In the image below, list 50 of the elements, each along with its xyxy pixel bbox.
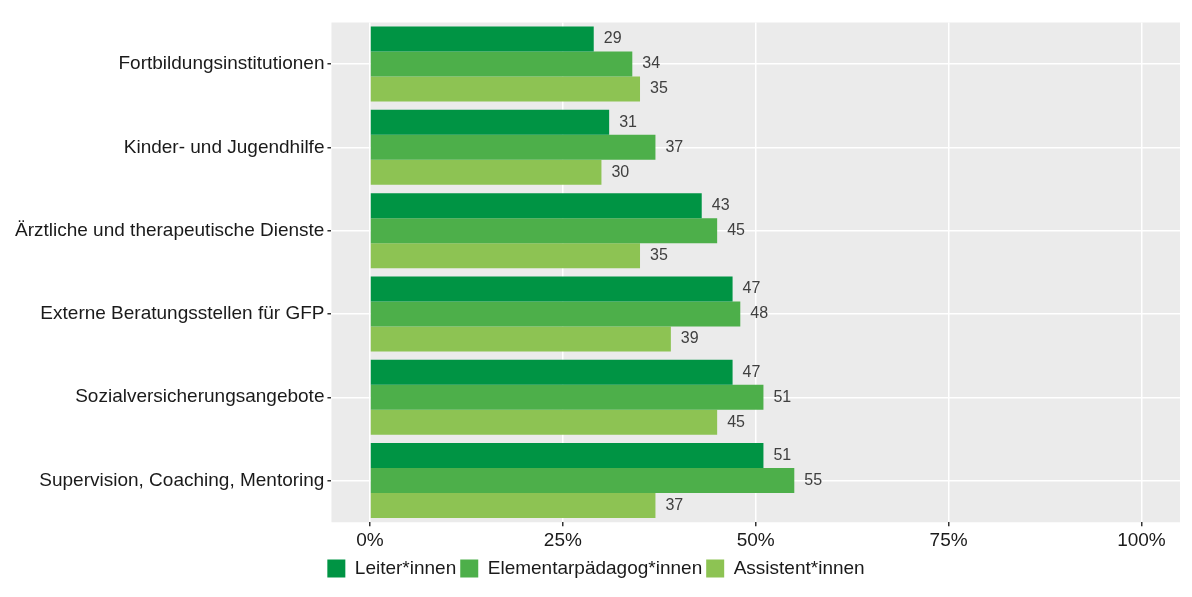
- x-tick-label: 100%: [1117, 528, 1166, 550]
- bar: [370, 134, 656, 160]
- data-label: 34: [642, 54, 661, 72]
- data-label: 45: [727, 221, 746, 239]
- data-label: 35: [650, 79, 668, 97]
- x-tick-label: 0%: [356, 528, 384, 550]
- bar: [370, 26, 594, 52]
- bar: [370, 276, 733, 302]
- bar: [370, 326, 671, 352]
- bar: [370, 193, 702, 219]
- bar: [370, 218, 718, 244]
- bar: [370, 243, 641, 269]
- data-label: 48: [750, 304, 769, 322]
- data-label: 51: [773, 387, 792, 405]
- bar: [370, 109, 610, 135]
- data-label: 43: [711, 196, 730, 214]
- data-label: 47: [742, 362, 761, 380]
- data-label: 55: [804, 470, 823, 488]
- bar: [370, 76, 641, 102]
- legend-label: Leiter*innen: [354, 556, 457, 578]
- bar: [370, 468, 795, 494]
- data-label: 37: [665, 495, 684, 513]
- y-tick-label: Fortbildungsinstitutionen: [118, 52, 325, 74]
- y-tick-label: Kinder- und Jugendhilfe: [123, 135, 325, 157]
- legend-label: Assistent*innen: [733, 556, 865, 578]
- bar: [370, 493, 656, 519]
- data-label: 37: [665, 137, 684, 155]
- x-tick-label: 50%: [736, 528, 775, 550]
- bar: [370, 51, 633, 77]
- bar: [370, 301, 741, 327]
- data-label: 35: [650, 246, 668, 264]
- x-tick-label: 75%: [929, 528, 968, 550]
- bar: [370, 359, 733, 385]
- data-label: 31: [619, 112, 638, 130]
- data-label: 51: [773, 445, 792, 463]
- data-label: 39: [680, 329, 699, 347]
- bar: [370, 409, 718, 435]
- data-label: 47: [742, 279, 761, 297]
- data-label: 30: [611, 162, 630, 180]
- bar: [370, 443, 764, 469]
- data-label: 45: [727, 412, 746, 430]
- bar: [370, 384, 764, 410]
- data-label: 29: [603, 29, 622, 47]
- y-tick-label: Sozialversicherungsangebote: [75, 385, 325, 407]
- x-tick-label: 25%: [543, 528, 582, 550]
- legend-label: Elementarpädagog*innen: [487, 556, 703, 578]
- y-tick-label: Ärztliche und therapeutische Dienste: [14, 218, 325, 240]
- y-tick-label: Externe Beratungsstellen für GFP: [40, 302, 325, 324]
- y-tick-label: Supervision, Coaching, Mentoring: [39, 468, 325, 490]
- bar: [370, 159, 602, 185]
